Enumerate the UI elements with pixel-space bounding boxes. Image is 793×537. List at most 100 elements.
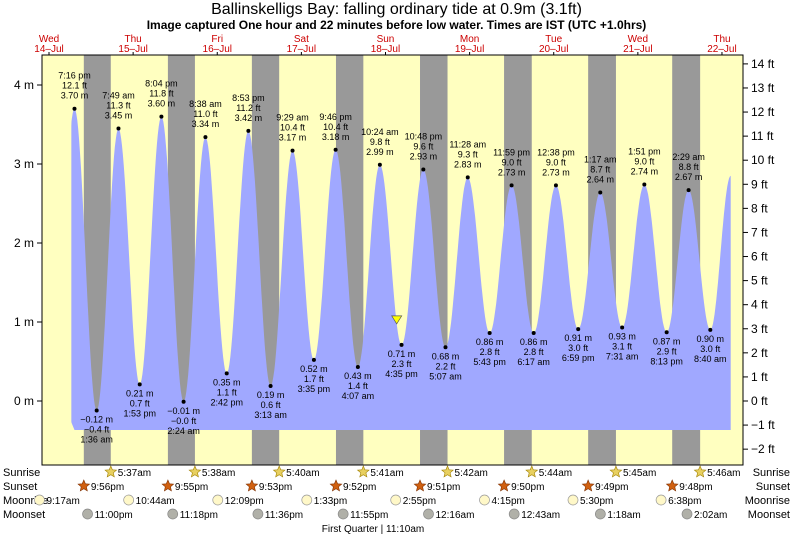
y-right-tick-label: 11 ft: [751, 129, 774, 143]
low-tide-label: 2.8 ft: [480, 347, 501, 357]
moonset-time: 12:43am: [521, 510, 560, 521]
sunset-time: 9:56pm: [91, 482, 124, 493]
moonrise-time: 2:55pm: [403, 496, 436, 507]
chart-title: Ballinskelligs Bay: falling ordinary tid…: [211, 1, 582, 18]
high-tide-label: 3.70 m: [61, 91, 89, 101]
low-tide-point: [137, 382, 142, 387]
low-tide-label: 3.0 ft: [700, 344, 721, 354]
high-tide-point: [553, 183, 558, 188]
high-tide-label: 8:38 am: [189, 99, 222, 109]
low-tide-label: 0.71 m: [388, 349, 416, 359]
high-tide-label: 8:53 pm: [232, 93, 265, 103]
moonset-time: 2:02am: [694, 510, 727, 521]
row-label-left-sunset: Sunset: [3, 481, 37, 493]
high-tide-label: 12:38 pm: [537, 147, 575, 157]
low-tide-label: 0.86 m: [520, 337, 548, 347]
moonrise-time: 4:15pm: [492, 496, 525, 507]
y-left-tick-label: 0 m: [14, 394, 34, 408]
low-tide-label: 0.6 ft: [261, 400, 282, 410]
high-tide-point: [421, 167, 426, 172]
moonrise-icon: [567, 494, 579, 506]
day-name: Sat: [294, 34, 309, 45]
high-tide-label: 3.60 m: [148, 99, 176, 109]
moonset-icon: [594, 508, 606, 520]
low-tide-label: 0.91 m: [564, 333, 592, 343]
sunset-icon: [413, 479, 427, 492]
low-tide-label: 1.4 ft: [348, 381, 369, 391]
moonrise-time: 10:44am: [136, 496, 175, 507]
moonrise-time: 6:38pm: [668, 496, 701, 507]
moonrise-icon: [301, 494, 313, 506]
low-tide-label: 2:24 am: [167, 426, 200, 436]
tide-area: [71, 108, 731, 430]
high-tide-label: 1:51 pm: [628, 147, 661, 157]
sunset-icon: [161, 479, 175, 492]
low-tide-label: 0.21 m: [126, 388, 154, 398]
low-tide-label: 0.35 m: [213, 377, 241, 387]
sunset-time: 9:51pm: [427, 482, 460, 493]
y-left-tick-label: 4 m: [14, 78, 34, 92]
sunset-icon: [245, 479, 259, 492]
high-tide-point: [290, 148, 295, 153]
high-tide-label: 9.6 ft: [413, 142, 434, 152]
sunset-icon: [665, 479, 679, 492]
high-tide-label: 10.4 ft: [280, 123, 306, 133]
high-tide-point: [116, 126, 121, 131]
y-right-tick-label: 7 ft: [751, 225, 768, 239]
low-tide-label: −0.12 m: [80, 414, 113, 424]
high-tide-label: 8.7 ft: [590, 164, 611, 174]
low-tide-label: 3.0 ft: [568, 343, 589, 353]
low-tide-label: 0.43 m: [344, 371, 372, 381]
high-tide-label: 9.0 ft: [546, 157, 567, 167]
high-tide-label: 9:46 pm: [319, 112, 352, 122]
low-tide-label: 0.87 m: [653, 336, 681, 346]
day-date: 14–Jul: [34, 44, 63, 55]
low-tide-label: 1.1 ft: [217, 387, 238, 397]
high-tide-label: 9.3 ft: [458, 149, 479, 159]
row-label-right-sunrise: Sunrise: [753, 467, 790, 479]
low-tide-label: 5:07 am: [429, 371, 462, 381]
high-tide-label: 11:28 am: [449, 139, 486, 149]
high-tide-label: 11.2 ft: [236, 103, 261, 113]
high-tide-label: 10.4 ft: [323, 122, 349, 132]
sunset-icon: [329, 479, 343, 492]
day-name: Tue: [545, 34, 562, 45]
low-tide-label: 2.8 ft: [524, 347, 545, 357]
low-tide-label: 6:59 pm: [562, 353, 595, 363]
moonrise-time: 12:09pm: [225, 496, 264, 507]
low-tide-label: 0.52 m: [300, 364, 328, 374]
row-label-right-moonrise: Moonrise: [745, 495, 790, 507]
y-right-tick-label: 9 ft: [751, 177, 768, 191]
moonrise-icon: [212, 494, 224, 506]
low-tide-point: [708, 327, 713, 332]
sunset-time: 9:55pm: [175, 482, 208, 493]
moonrise-time: 1:33pm: [314, 496, 347, 507]
high-tide-point: [72, 106, 77, 111]
sunrise-icon: [609, 465, 623, 478]
low-tide-label: 2.3 ft: [392, 359, 413, 369]
moonset-icon: [681, 508, 693, 520]
low-tide-label: 0.19 m: [257, 390, 285, 400]
low-tide-label: 2.9 ft: [657, 346, 678, 356]
high-tide-label: 7:16 pm: [58, 71, 91, 81]
day-date: 18–Jul: [371, 44, 400, 55]
low-tide-point: [224, 371, 229, 376]
low-tide-point: [443, 345, 448, 350]
high-tide-label: 3.18 m: [322, 132, 350, 142]
low-tide-label: 0.7 ft: [130, 398, 151, 408]
low-tide-label: 3:35 pm: [298, 384, 331, 394]
sunset-time: 9:52pm: [343, 482, 376, 493]
sunrise-time: 5:41am: [370, 468, 403, 479]
moonset-icon: [423, 508, 434, 520]
high-tide-label: 2.83 m: [454, 159, 482, 169]
low-tide-label: 1:53 pm: [123, 408, 156, 418]
low-tide-label: 4:07 am: [342, 391, 375, 401]
high-tide-label: 8:04 pm: [145, 79, 178, 89]
low-tide-label: 3.1 ft: [612, 342, 633, 352]
high-tide-label: 11:59 pm: [493, 147, 530, 157]
sunrise-time: 5:40am: [286, 468, 319, 479]
sunrise-time: 5:38am: [202, 468, 235, 479]
moon-phase-label: First Quarter | 11:10am: [322, 524, 424, 535]
high-tide-label: 10:48 pm: [405, 132, 443, 142]
y-right-tick-label: 12 ft: [751, 105, 775, 119]
